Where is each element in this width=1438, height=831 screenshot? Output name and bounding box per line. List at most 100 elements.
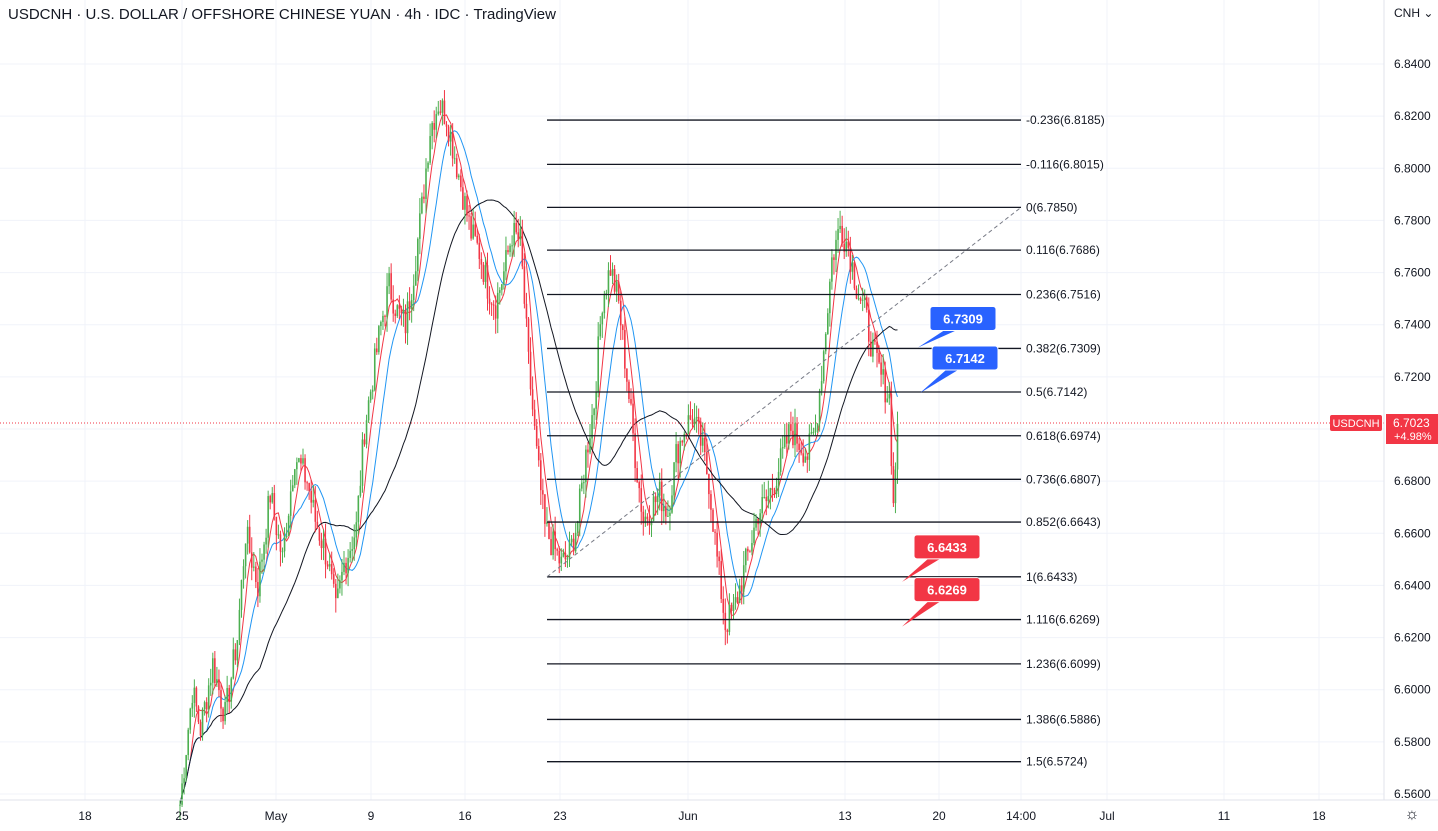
- candle-body: [218, 679, 220, 691]
- candle-body: [246, 526, 249, 544]
- candle-body: [427, 162, 429, 169]
- candle-body: [291, 485, 294, 492]
- candle-body: [435, 114, 438, 130]
- candle-body: [781, 447, 784, 449]
- candle-body: [894, 469, 897, 504]
- candle-body: [816, 423, 819, 428]
- candle-body: [382, 315, 384, 322]
- price-tick-label: 6.7200: [1394, 370, 1431, 384]
- candle-body: [544, 494, 546, 524]
- symbol-label: USDCNH: [1332, 418, 1379, 430]
- candle-body: [275, 516, 278, 536]
- candle-body: [347, 557, 349, 574]
- candle-body: [244, 543, 247, 567]
- price-callouts[interactable]: 6.7309 6.7142 6.6433 6.6269: [902, 305, 999, 627]
- candle-body: [849, 247, 852, 272]
- candle-body: [410, 300, 413, 310]
- candle-body: [779, 448, 782, 472]
- fib-level-label: 1.386(6.5886): [1026, 712, 1101, 726]
- time-tick-label: 20: [932, 809, 946, 823]
- candle-body: [203, 702, 206, 710]
- candle-body: [312, 499, 315, 503]
- callout-pointer: [918, 330, 956, 348]
- candle-body: [187, 729, 189, 756]
- time-tick-label: 11: [1218, 809, 1231, 823]
- candle-body: [654, 496, 657, 503]
- candle-body: [742, 565, 745, 592]
- candle-body: [587, 449, 589, 453]
- candle-body: [722, 598, 725, 613]
- candle-body: [802, 453, 804, 463]
- candle-body: [453, 158, 456, 160]
- candle-body: [255, 566, 257, 583]
- candle-body: [326, 564, 329, 567]
- candle-body: [863, 297, 866, 300]
- candle-body: [337, 588, 339, 599]
- candle-body: [640, 488, 643, 512]
- candle-body: [308, 483, 310, 492]
- callout-box[interactable]: [931, 345, 999, 371]
- interval[interactable]: 4h: [404, 6, 422, 23]
- candle-body: [271, 493, 274, 503]
- exchange: IDC: [434, 6, 461, 23]
- candle-body: [267, 496, 269, 538]
- candle-body: [531, 389, 534, 410]
- candle-body: [525, 303, 528, 319]
- candle-body: [468, 215, 470, 217]
- candle-body: [619, 300, 622, 326]
- currency-selector[interactable]: CNH ⌄: [1394, 6, 1434, 20]
- candle-body: [345, 562, 347, 574]
- fibonacci-retracement[interactable]: -0.236(6.8185) -0.116(6.8015) 0(6.7850) 0.1…: [546, 113, 1105, 769]
- time-axis[interactable]: 18 25 May 9 16 23 Jun 13 20 14:00 Jul 11 18: [0, 799, 1438, 823]
- candle-body: [749, 551, 751, 553]
- gear-icon[interactable]: ☼: [1404, 806, 1420, 823]
- candle-body: [669, 512, 671, 516]
- symbol[interactable]: USDCNH: [8, 6, 73, 23]
- fib-level-label: 0.116(6.7686): [1026, 243, 1100, 257]
- candle-body: [552, 531, 554, 556]
- candle-body: [665, 506, 667, 517]
- candle-body: [195, 687, 198, 707]
- time-tick-label: 16: [458, 809, 472, 823]
- candle-body: [712, 509, 714, 532]
- candle-body: [423, 196, 425, 199]
- candle-body: [310, 491, 312, 503]
- candle-body: [179, 804, 181, 806]
- price-tick-label: 6.6000: [1394, 683, 1431, 697]
- candle-body: [595, 391, 597, 409]
- candle-body: [747, 548, 749, 552]
- candle-body: [681, 440, 684, 443]
- candle-body: [667, 515, 669, 517]
- candle-body: [892, 466, 895, 504]
- candle-body: [810, 432, 813, 434]
- candle-body: [794, 423, 796, 446]
- candle-body: [865, 297, 868, 310]
- candle-body: [205, 702, 208, 710]
- candle-body: [759, 513, 761, 525]
- candle-body: [501, 284, 503, 291]
- candle-body: [417, 238, 419, 272]
- candle-body: [492, 304, 495, 306]
- candle-body: [546, 522, 548, 524]
- candle-body: [736, 597, 739, 603]
- candle-body: [296, 462, 298, 470]
- callout-box[interactable]: [913, 577, 981, 603]
- candle-body: [542, 490, 544, 495]
- candle-body: [732, 602, 735, 612]
- candle-body: [824, 333, 827, 352]
- candle-body: [499, 290, 501, 293]
- candle-body: [212, 658, 214, 683]
- candle-body: [761, 497, 763, 514]
- callout-pointer: [902, 558, 940, 582]
- callout-label: 6.7142: [945, 351, 985, 366]
- callout-box[interactable]: [913, 534, 981, 560]
- fib-trend-line[interactable]: [546, 206, 1022, 578]
- candle-body: [880, 362, 882, 375]
- candle-body: [285, 535, 288, 538]
- callout-label: 6.6433: [927, 540, 967, 555]
- callout-box[interactable]: [929, 305, 997, 331]
- price-axis[interactable]: 6.8400 6.8200 6.8000 6.7800 6.7600 6.7400 6.72…: [1330, 0, 1438, 831]
- candle-body: [437, 111, 440, 115]
- candle-body: [332, 574, 335, 584]
